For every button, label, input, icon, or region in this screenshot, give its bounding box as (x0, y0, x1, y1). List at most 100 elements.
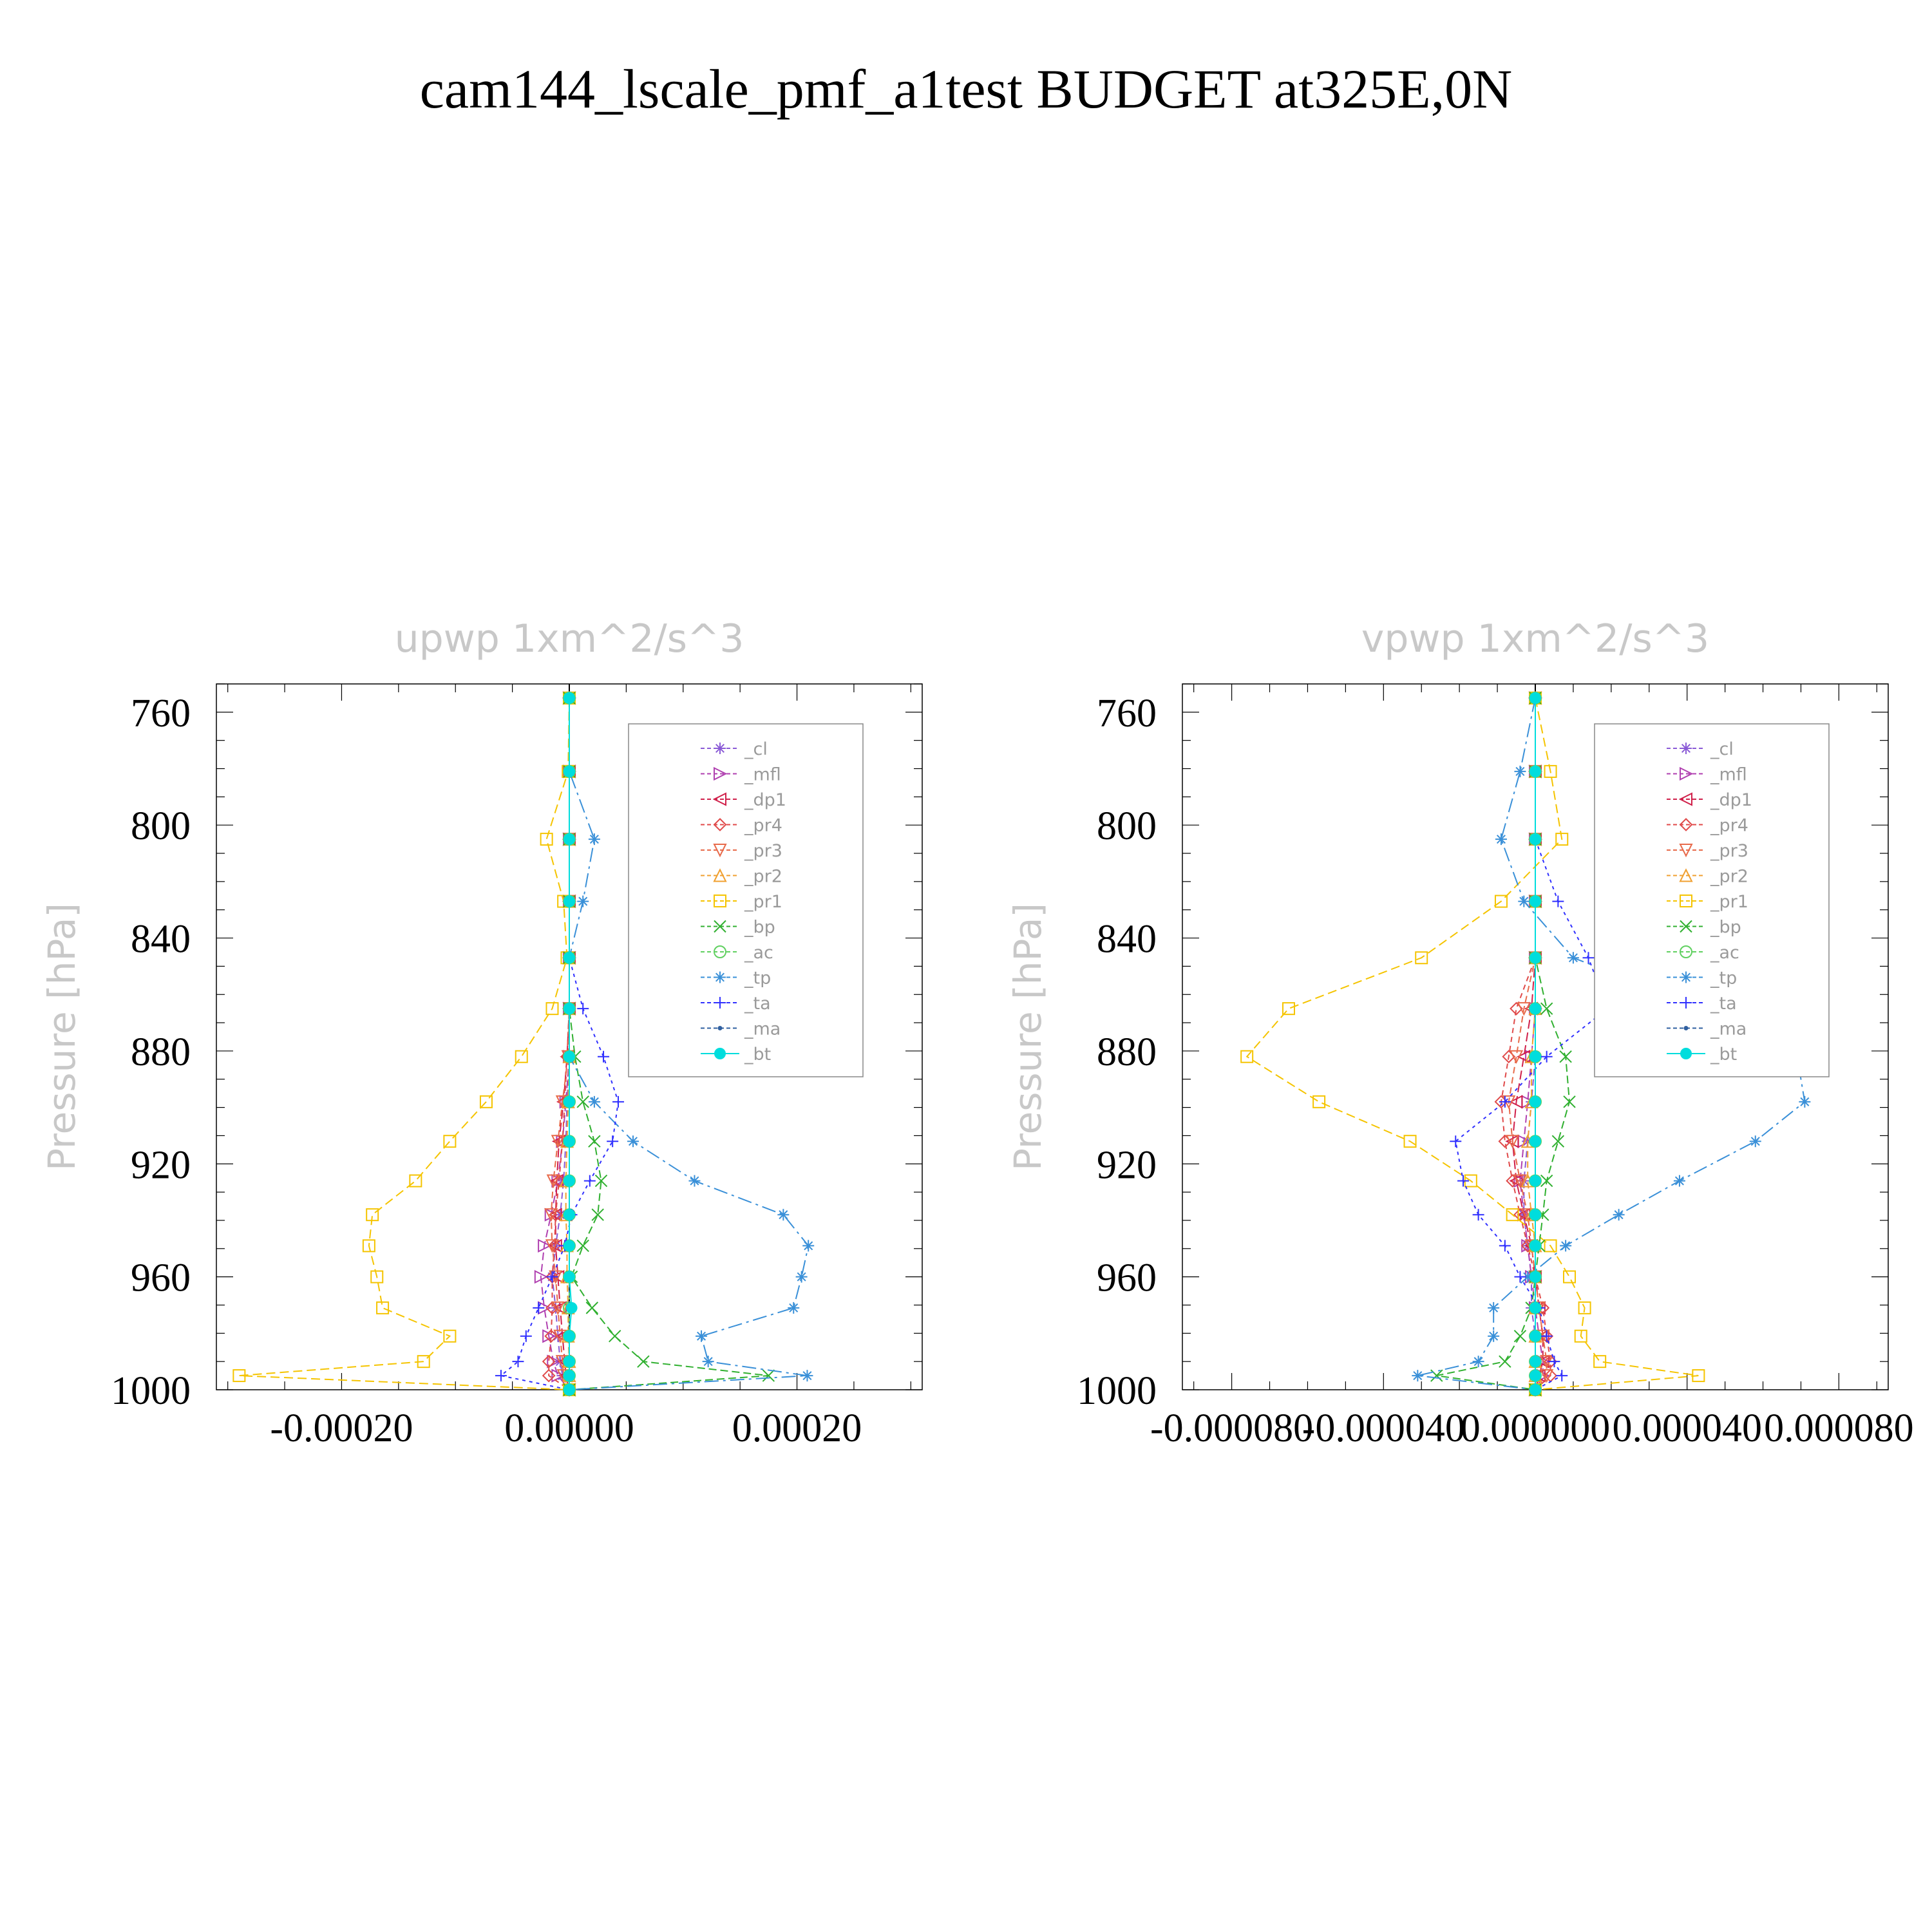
vpwp-point-pr1 (1574, 1329, 1587, 1343)
upwp-point-ta (533, 1302, 545, 1314)
vpwp-point-ta (1514, 1271, 1526, 1283)
upwp-point-bt (564, 1370, 575, 1382)
upwp-point-bt (564, 895, 575, 907)
upwp-point-tp (802, 1240, 815, 1252)
upwp-point-pr3 (544, 1208, 558, 1222)
vpwp-legend-marker-ta (1680, 997, 1692, 1009)
upwp-y-tick-label: 840 (131, 918, 191, 961)
vpwp-point-pr1 (1506, 1208, 1519, 1222)
vpwp-point-bt (1530, 1384, 1541, 1396)
upwp-point-bt (564, 1384, 575, 1396)
upwp-point-pr3 (551, 1135, 565, 1149)
upwp-point-bt (564, 765, 575, 777)
vpwp-point-bt (1530, 1356, 1541, 1368)
upwp-point-tp (702, 1356, 714, 1368)
upwp-point-pr1 (362, 1239, 375, 1253)
vpwp-point-ta (1457, 1175, 1470, 1187)
vpwp-y-tick-label: 960 (1097, 1256, 1157, 1300)
upwp-legend-label-mfl: _mfl (744, 765, 781, 785)
upwp-point-ta (546, 1271, 558, 1283)
upwp-point-ta (577, 1003, 589, 1015)
upwp-point-bp (576, 1095, 589, 1108)
vpwp-point-cl (1518, 1175, 1530, 1187)
upwp-series-line-pr1 (239, 697, 570, 1390)
upwp-legend-marker-ta (714, 997, 726, 1009)
vpwp-x-tick-label: 0.000040 (1612, 1406, 1762, 1450)
vpwp-point-pr3 (1540, 1369, 1554, 1383)
upwp-point-pr4 (552, 1174, 566, 1188)
upwp-point-ta (520, 1330, 532, 1342)
upwp-point-tp (577, 895, 589, 907)
upwp-point-bt (564, 1356, 575, 1368)
upwp-legend-label-cl: _cl (744, 739, 768, 759)
upwp-legend-label-ac: _ac (744, 943, 773, 963)
vpwp-point-tp (1613, 1209, 1625, 1221)
vpwp-legend-label-tp: _tp (1710, 969, 1737, 989)
vpwp-point-bt (1530, 1135, 1541, 1148)
vpwp-panel: vpwp 1xm^2/s^3 Pressure [hPa] 760 800 840 880… (1006, 616, 1914, 1450)
vpwp-point-bt (1530, 1330, 1541, 1342)
vpwp-point-pr3 (1506, 1135, 1520, 1149)
vpwp-point-tp (1488, 1302, 1500, 1314)
upwp-point-pr1 (370, 1270, 384, 1283)
vpwp-point-bt (1530, 1095, 1541, 1108)
upwp-series-line-tp (569, 697, 810, 1390)
upwp-point-bt (564, 1050, 575, 1063)
vpwp-point-bt (1530, 692, 1541, 704)
upwp-legend-label-pr2: _pr2 (744, 867, 782, 887)
vpwp-point-ta (1548, 1356, 1560, 1368)
vpwp-series-line-ta (1455, 697, 1609, 1390)
vpwp-point-bt (1530, 765, 1541, 777)
vpwp-point-ta (1540, 1330, 1553, 1342)
upwp-point-ta (612, 1095, 625, 1108)
upwp-legend-marker-mfl (714, 766, 728, 781)
upwp-point-bp (594, 1174, 608, 1188)
upwp-point-pr4 (547, 1239, 562, 1253)
vpwp-series-line-pr3 (1508, 697, 1548, 1390)
vpwp-x-tick-label: 0.000000 (1461, 1406, 1611, 1450)
upwp-point-bt (564, 1330, 575, 1342)
upwp-point-bt (564, 952, 575, 964)
vpwp-series-line-dp1 (1511, 697, 1544, 1390)
vpwp-point-ta (1540, 1050, 1553, 1063)
upwp-y-tick-label: 800 (131, 804, 191, 848)
upwp-legend-label-pr4: _pr4 (744, 816, 782, 836)
upwp-legend-label-pr3: _pr3 (744, 841, 782, 861)
upwp-point-bt (564, 1175, 575, 1187)
vpwp-x-tick-label: -0.000080 (1150, 1406, 1313, 1450)
vpwp-point-pr1 (1593, 1355, 1607, 1368)
upwp-point-tp (801, 1370, 813, 1382)
vpwp-point-ta (1499, 1240, 1511, 1252)
upwp-point-tp (688, 1175, 701, 1187)
vpwp-point-pr3 (1517, 1002, 1531, 1016)
upwp-point-mfl (547, 1354, 561, 1368)
upwp-point-bt (565, 1302, 578, 1314)
vpwp-point-tp (1799, 1095, 1811, 1108)
vpwp-point-ta (1472, 1209, 1484, 1221)
upwp-point-pr1 (232, 1369, 246, 1383)
vpwp-legend-label-ta: _ta (1710, 994, 1737, 1014)
upwp-legend-label-ma: _ma (744, 1019, 781, 1039)
vpwp-legend-label-dp1: _dp1 (1710, 790, 1752, 810)
vpwp-point-pr1 (1692, 1369, 1705, 1383)
vpwp-point-bt (1530, 833, 1541, 846)
upwp-point-pr1 (443, 1135, 457, 1148)
upwp-legend-marker-dp1 (712, 792, 726, 806)
upwp-point-bt (564, 1271, 575, 1283)
upwp-point-mfl (551, 1368, 565, 1383)
vpwp-legend-marker-bt (1680, 1048, 1692, 1059)
upwp-point-tp (627, 1135, 639, 1148)
upwp-legend-marker-pr2 (713, 868, 727, 882)
upwp-point-bt (564, 1003, 575, 1015)
vpwp-legend: _cl _mfl _dp1 _pr4 _pr3 _pr2 _pr1 _bp _ac _tp _ta _… (1594, 723, 1830, 1077)
vpwp-point-pr1 (1240, 1050, 1254, 1063)
upwp-legend-marker-pr1 (714, 895, 726, 907)
upwp-point-bp (591, 1208, 604, 1221)
upwp-legend: _cl _mfl _dp1 _pr4 _pr3 _pr2 _pr1 _bp _ac _tp _ta _… (628, 723, 864, 1077)
upwp-y-tick-label: 760 (131, 692, 191, 735)
vpwp-y-tick-label: 880 (1097, 1030, 1157, 1074)
vpwp-legend-marker-mfl (1680, 766, 1694, 781)
upwp-legend-label-dp1: _dp1 (744, 790, 786, 810)
upwp-legend-box (628, 723, 864, 1077)
vpwp-y-tick-label: 1000 (1077, 1369, 1157, 1413)
